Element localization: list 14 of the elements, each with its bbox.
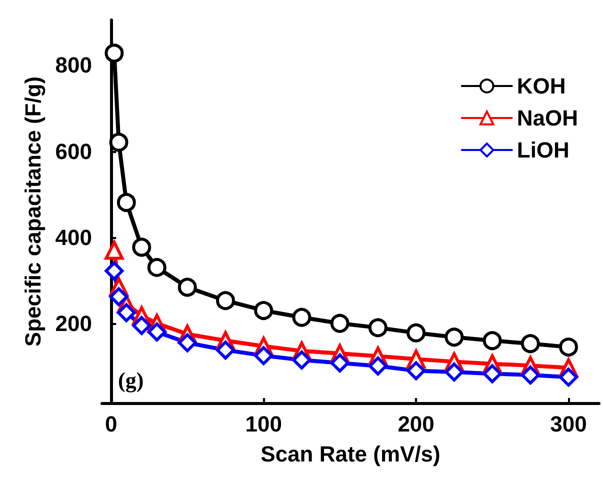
x-axis-title: Scan Rate (mV/s) — [260, 442, 440, 466]
legend-label: NaOH — [516, 106, 578, 130]
legend-label: LiOH — [516, 138, 570, 162]
y-tick-label: 600 — [55, 138, 92, 164]
annotation: (g) — [118, 368, 144, 392]
x-tick-label: 300 — [550, 412, 587, 436]
x-tick-label: 100 — [245, 412, 282, 436]
y-tick-label: 200 — [55, 310, 92, 336]
y-tick-label: 800 — [55, 52, 92, 78]
legend-label: KOH — [516, 74, 566, 98]
x-tick-label: 200 — [398, 412, 434, 436]
y-tick-label: 400 — [55, 224, 92, 250]
y-axis-title: Specific capacitance (F/g) — [20, 76, 46, 347]
x-tick-label: 0 — [105, 412, 118, 436]
